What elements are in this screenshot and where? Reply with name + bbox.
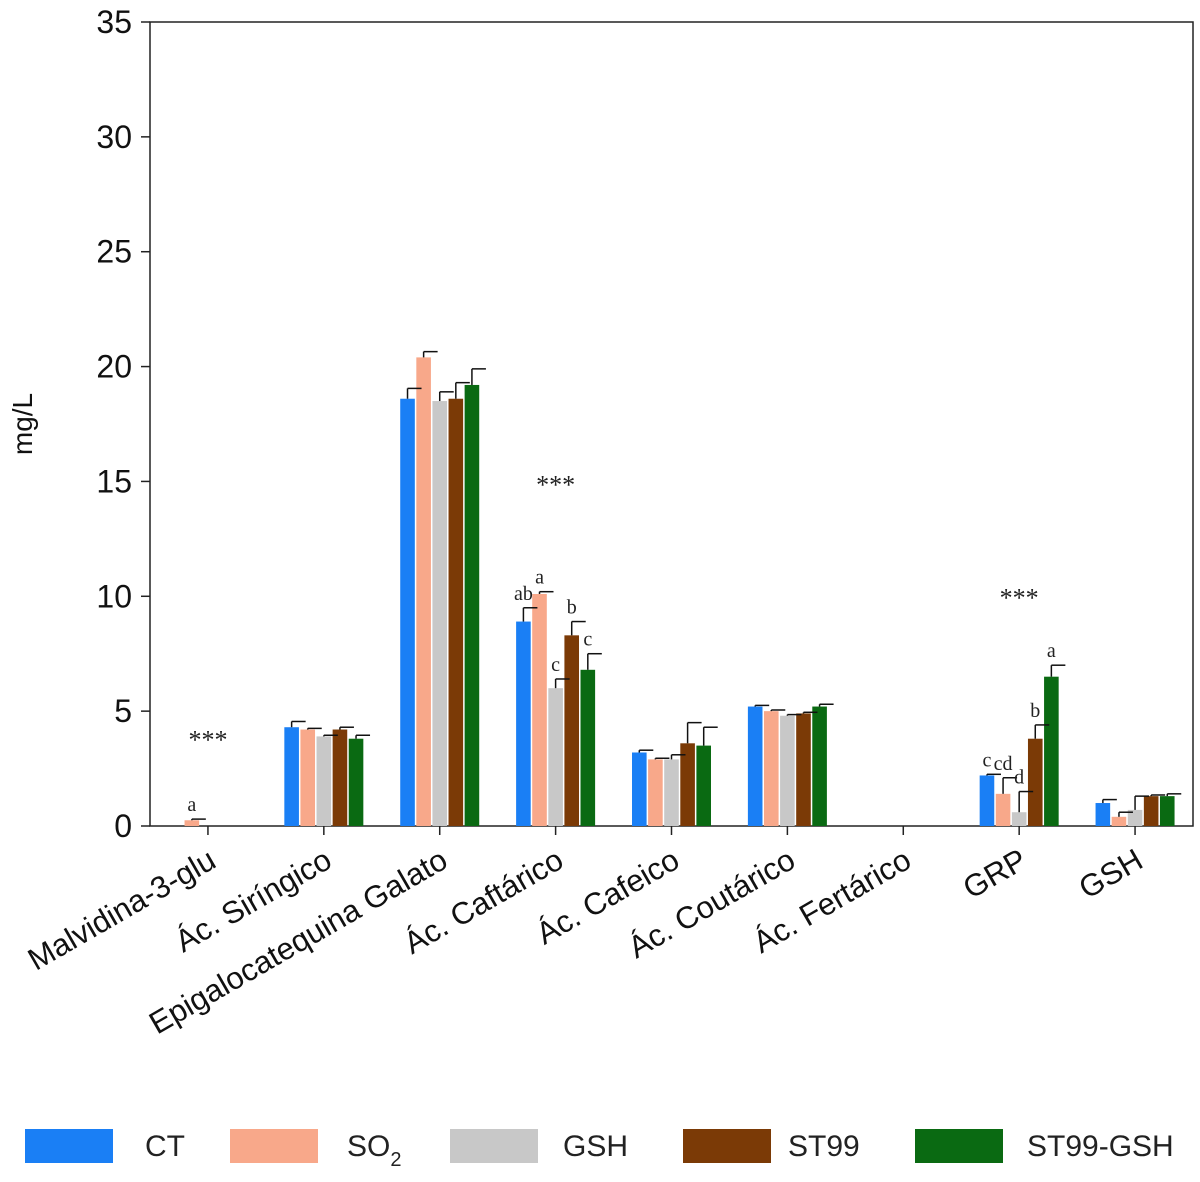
significance-letter: b	[567, 597, 577, 619]
y-axis: 0 5 10 15 20 25 30 35	[96, 4, 150, 844]
legend-label: GSH	[563, 1130, 628, 1163]
legend-swatch-st99-gsh	[915, 1129, 1003, 1163]
significance-stars: ***	[188, 726, 227, 755]
bar-so-0	[184, 820, 200, 826]
bar-gsh-8	[1127, 809, 1143, 826]
y-tick-label: 20	[96, 349, 132, 385]
y-axis-label: mg/L	[7, 393, 38, 455]
y-tick-label: 5	[114, 693, 132, 729]
bar-ct-7	[979, 775, 995, 826]
x-tick-label: Malvidina-3-glu	[22, 842, 222, 977]
significance-letter: a	[1047, 640, 1056, 662]
legend: CT SO2 GSH ST99 ST99-GSH	[25, 1129, 1174, 1171]
significance-letter: d	[1014, 767, 1024, 789]
y-tick-label: 10	[96, 578, 132, 614]
bar-st99-gsh-4	[696, 745, 711, 826]
significance-stars: ***	[1000, 583, 1039, 612]
y-tick-label: 0	[114, 808, 132, 844]
bar-so-4	[648, 759, 663, 826]
y-tick-label: 25	[96, 234, 132, 270]
bar-gsh-1	[316, 736, 332, 826]
error-bars-group	[191, 350, 1182, 821]
bar-so-7	[995, 793, 1011, 826]
bar-gsh-3	[548, 688, 563, 826]
bar-ct-2	[400, 398, 415, 826]
bar-so-3	[532, 593, 547, 826]
significance-stars: ***	[536, 471, 575, 500]
significance-letter: a	[535, 567, 544, 589]
bar-so-5	[763, 711, 779, 826]
bar-st99-8	[1143, 796, 1159, 826]
bar-st99-gsh-5	[812, 706, 827, 826]
bar-st99-gsh-7	[1044, 676, 1059, 826]
x-tick-label: GSH	[1073, 842, 1149, 906]
bar-st99-gsh-8	[1159, 796, 1175, 826]
bar-so-2	[416, 357, 431, 826]
bar-st99-7	[1027, 738, 1043, 826]
significance-letter: c	[983, 749, 992, 771]
bar-so-1	[300, 729, 316, 826]
y-tick-label: 30	[96, 119, 132, 155]
y-tick-label: 35	[96, 4, 132, 40]
bar-gsh-4	[664, 759, 679, 826]
bar-st99-1	[332, 729, 348, 826]
legend-swatch-gsh	[450, 1129, 538, 1163]
bars-group	[184, 357, 1175, 826]
significance-letter: a	[187, 794, 196, 816]
bar-ct-8	[1095, 803, 1111, 826]
bar-gsh-7	[1011, 812, 1027, 826]
bar-gsh-2	[432, 401, 448, 826]
significance-letter: b	[1030, 700, 1040, 722]
bar-st99-gsh-2	[464, 384, 480, 826]
legend-swatch-so	[230, 1129, 318, 1163]
significance-letter: ab	[514, 583, 533, 605]
legend-label: CT	[145, 1130, 185, 1163]
bar-so-8	[1111, 816, 1127, 826]
bar-st99-gsh-3	[580, 669, 596, 826]
bar-st99-5	[796, 713, 811, 826]
significance-letter: c	[583, 629, 592, 651]
bar-st99-gsh-1	[348, 738, 364, 826]
legend-label: SO2	[347, 1130, 401, 1171]
legend-swatch-st99	[683, 1129, 771, 1163]
bar-st99-4	[680, 743, 695, 826]
legend-swatch-ct	[25, 1129, 113, 1163]
bar-ct-4	[632, 752, 647, 826]
x-tick-label: GRP	[957, 842, 1033, 906]
bar-st99-2	[448, 398, 464, 826]
bar-gsh-5	[780, 715, 795, 826]
y-tick-label: 15	[96, 463, 132, 499]
bar-ct-1	[284, 727, 299, 826]
bar-st99-3	[564, 635, 580, 826]
significance-letter: c	[551, 654, 560, 676]
legend-label: ST99	[788, 1130, 860, 1163]
significance-letter: cd	[994, 753, 1013, 775]
bar-ct-3	[516, 621, 531, 826]
legend-label: ST99-GSH	[1027, 1130, 1174, 1163]
bar-ct-5	[747, 706, 763, 826]
